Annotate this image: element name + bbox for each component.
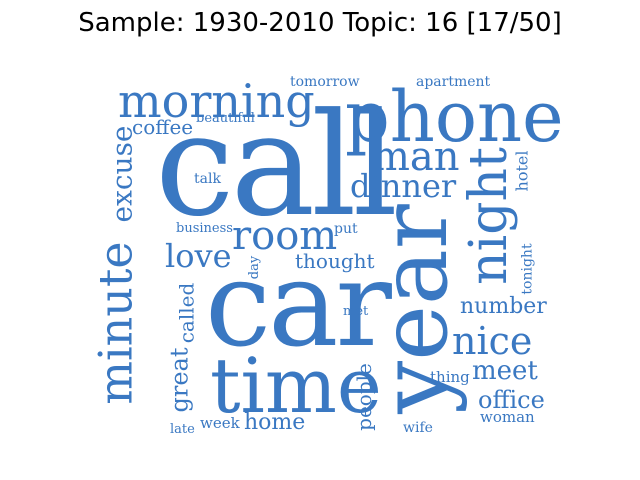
word-nice: nice	[452, 319, 533, 363]
chart-title: Sample: 1930-2010 Topic: 16 [17/50]	[78, 8, 562, 38]
word-coffee: coffee	[132, 115, 194, 139]
word-tonight: tonight	[519, 243, 536, 295]
word-meet: meet	[472, 356, 538, 386]
word-thing: thing	[430, 368, 470, 386]
word-morning: morning	[118, 74, 315, 128]
word-great: great	[165, 347, 194, 413]
word-beautiful: beautiful	[196, 111, 255, 126]
word-night: night	[458, 147, 519, 285]
word-business: business	[176, 221, 233, 236]
word-phone: phone	[345, 76, 564, 158]
word-late: late	[170, 422, 195, 437]
word-talk: talk	[194, 171, 221, 187]
word-man: man	[372, 134, 460, 180]
word-woman: woman	[480, 408, 535, 426]
word-call: call	[155, 83, 398, 248]
word-excuse: excuse	[105, 125, 139, 223]
word-office: office	[478, 386, 545, 414]
word-room: room	[232, 213, 338, 259]
word-thought: thought	[295, 249, 375, 273]
word-number: number	[460, 294, 547, 319]
word-called: called	[174, 282, 199, 344]
word-car: car	[205, 235, 392, 373]
word-hotel: hotel	[512, 150, 532, 192]
word-week: week	[200, 414, 240, 432]
word-dinner: dinner	[350, 167, 457, 205]
word-home: home	[244, 410, 306, 435]
word-day: day	[247, 255, 263, 280]
word-love: love	[165, 237, 232, 275]
word-people: people	[351, 363, 376, 431]
word-put: put	[334, 221, 358, 237]
word-met: met	[343, 304, 369, 319]
word-apartment: apartment	[416, 74, 491, 90]
word-wife: wife	[403, 420, 433, 436]
word-time: time	[210, 341, 382, 430]
word-tomorrow: tomorrow	[290, 74, 360, 90]
word-minute: minute	[88, 241, 143, 405]
